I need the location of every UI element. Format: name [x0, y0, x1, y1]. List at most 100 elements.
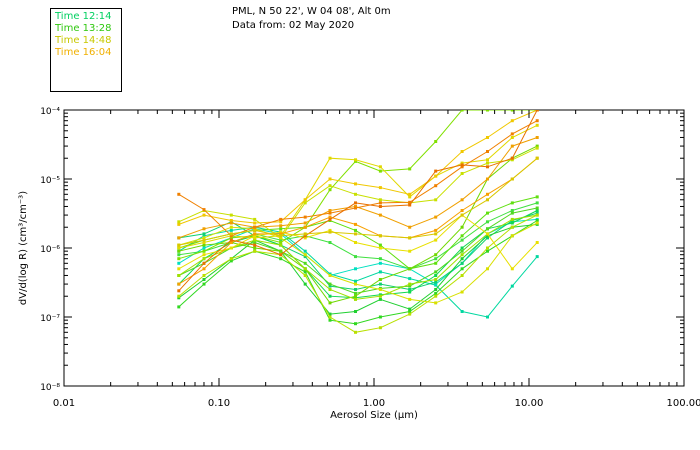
- data-point: [535, 221, 539, 225]
- data-point: [202, 274, 206, 277]
- data-point: [408, 282, 412, 286]
- data-point: [486, 165, 489, 169]
- data-point: [253, 246, 257, 250]
- data-point: [378, 282, 382, 286]
- data-point: [303, 267, 307, 271]
- data-point: [279, 243, 283, 247]
- data-point: [279, 241, 283, 244]
- data-point: [328, 301, 332, 305]
- data-point: [202, 232, 206, 236]
- data-point: [510, 234, 514, 238]
- data-point: [303, 249, 307, 253]
- x-tick-label: 10.00: [515, 398, 544, 409]
- date-header: Data from: 02 May 2020: [232, 20, 355, 31]
- data-point: [460, 225, 464, 229]
- data-point: [354, 322, 357, 326]
- data-point: [177, 222, 181, 226]
- data-point: [202, 234, 206, 238]
- data-point: [510, 156, 514, 160]
- data-point: [460, 198, 464, 202]
- legend-entry: Time 14:48: [55, 35, 112, 46]
- data-point: [510, 267, 514, 271]
- data-point: [535, 201, 539, 205]
- data-point: [378, 326, 382, 330]
- data-point: [408, 203, 412, 207]
- data-point: [229, 219, 233, 222]
- y-axis-label: dV/d(log R) (cm³/cm⁻³): [18, 191, 29, 305]
- data-point: [328, 211, 332, 215]
- data-point: [202, 227, 206, 231]
- data-point: [486, 211, 489, 215]
- data-point: [229, 225, 233, 229]
- data-point: [303, 236, 307, 240]
- data-point: [279, 227, 283, 231]
- data-point: [378, 257, 382, 261]
- data-point: [177, 296, 181, 300]
- data-point: [328, 188, 332, 192]
- data-point: [354, 291, 357, 295]
- data-point: [434, 294, 438, 298]
- data-point: [229, 259, 233, 263]
- data-point: [434, 215, 438, 219]
- data-point: [460, 234, 464, 238]
- data-point: [434, 261, 438, 265]
- data-point: [253, 243, 257, 247]
- data-point: [229, 257, 233, 261]
- data-point: [253, 238, 257, 242]
- data-point: [460, 274, 464, 277]
- data-point: [486, 110, 489, 112]
- data-point: [378, 270, 382, 274]
- data-point: [535, 119, 539, 123]
- data-point: [279, 253, 283, 257]
- data-point: [253, 234, 257, 238]
- data-point: [460, 238, 464, 242]
- data-point: [202, 236, 206, 240]
- data-point: [253, 232, 257, 236]
- data-point: [354, 279, 357, 283]
- data-point: [378, 288, 382, 291]
- data-point: [460, 253, 464, 257]
- data-point: [279, 257, 283, 261]
- data-point: [328, 315, 332, 319]
- data-point: [408, 312, 412, 316]
- data-point: [378, 169, 382, 173]
- data-point: [202, 249, 206, 253]
- data-point: [486, 177, 489, 181]
- data-point: [460, 249, 464, 253]
- data-point: [279, 220, 283, 224]
- data-point: [434, 232, 438, 236]
- data-point: [177, 274, 181, 277]
- data-point: [510, 136, 514, 139]
- data-point: [303, 215, 307, 219]
- data-point: [202, 261, 206, 265]
- data-point: [177, 236, 181, 240]
- data-point: [510, 284, 514, 288]
- location-header: PML, N 50 22', W 04 08', Alt 0m: [232, 6, 391, 17]
- data-point: [460, 261, 464, 265]
- data-point: [460, 213, 464, 217]
- data-point: [408, 290, 412, 294]
- data-point: [486, 192, 489, 196]
- data-point: [535, 241, 539, 244]
- legend-entry: Time 13:28: [55, 23, 112, 34]
- data-point: [279, 232, 283, 236]
- data-point: [177, 282, 181, 286]
- data-point: [177, 305, 181, 309]
- data-point: [328, 294, 332, 298]
- legend-entry: Time 12:14: [55, 11, 112, 22]
- data-point: [378, 315, 382, 319]
- data-point: [486, 227, 489, 231]
- data-point: [434, 291, 438, 295]
- data-point: [434, 169, 438, 173]
- data-point: [510, 119, 514, 123]
- data-point: [229, 246, 233, 250]
- data-point: [378, 294, 382, 298]
- data-point: [177, 267, 181, 271]
- data-point: [408, 307, 412, 311]
- data-point: [510, 158, 514, 162]
- data-point: [460, 110, 464, 112]
- data-point: [378, 278, 382, 281]
- data-point: [253, 236, 257, 240]
- data-point: [535, 213, 539, 217]
- data-point: [354, 232, 357, 236]
